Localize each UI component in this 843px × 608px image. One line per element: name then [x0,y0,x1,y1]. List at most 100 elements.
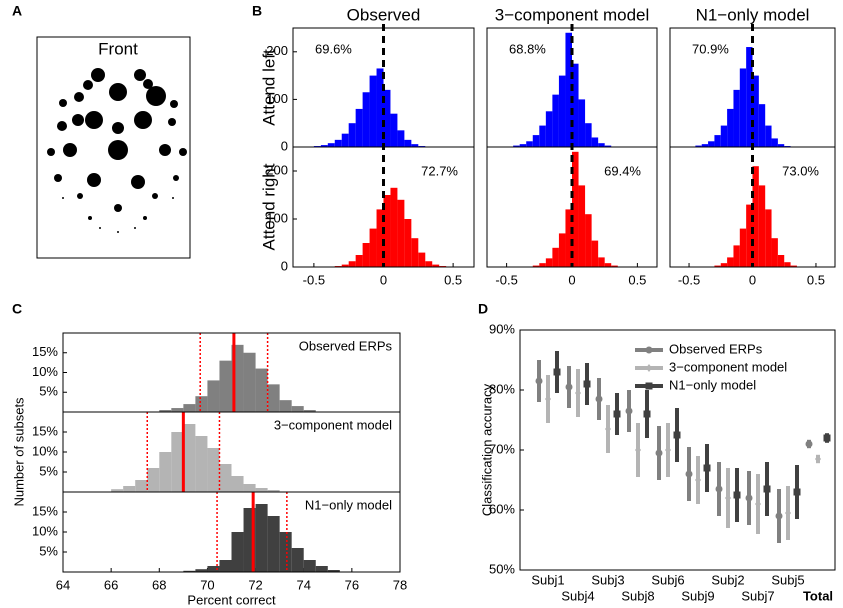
y-axis-label: Classification accuracy [479,383,494,516]
y-tick-label: 200 [266,43,288,58]
bar [171,432,184,492]
bar [539,125,546,147]
x-tick-label: Subj1 [531,572,564,587]
panel-label: B [252,3,262,19]
y-tick-label: 5% [39,543,58,558]
bar [397,199,405,267]
bar [565,32,572,148]
bar [604,145,612,147]
chart-title: N1−only model [696,5,810,24]
electrode [112,122,124,134]
bar [585,123,592,147]
bar [532,135,540,147]
x-tick-label: Subj7 [741,588,774,603]
marker [685,470,693,478]
x-tick-label: Subj6 [651,572,684,587]
bar [714,265,721,267]
marker [785,509,791,517]
bar [752,75,759,147]
bar [327,570,340,572]
bar [558,75,566,147]
bar [411,238,419,267]
bar [369,75,377,147]
bar [727,257,734,267]
bar [598,143,605,147]
x-tick-label: 0.5 [628,272,646,287]
x-tick-label: 0.5 [444,272,462,287]
marker [605,425,611,433]
annotation: 3−component model [274,417,392,432]
bar [708,141,715,147]
bar [327,143,335,147]
bar [526,141,533,147]
marker [745,494,753,502]
marker [715,485,723,493]
bar [565,209,572,267]
electrode [117,231,119,233]
electrode [91,68,105,82]
bar [255,504,268,572]
bar [147,468,160,492]
axes-frame [486,146,658,268]
y-tick-label: 0 [281,138,288,153]
y-tick-label: 5% [39,463,58,478]
bar [585,214,592,267]
legend-label: N1−only model [669,377,756,392]
bar [404,139,412,147]
electrode-map: Front [36,36,191,259]
bar [207,566,220,572]
marker [815,455,821,463]
y-tick-label: 200 [266,162,288,177]
electrode [143,79,153,89]
bar [765,125,772,147]
marker [575,389,581,397]
bar [425,261,433,267]
bar [279,400,292,412]
electrode [146,86,166,106]
bar [267,384,280,412]
bar [195,569,208,572]
bar [341,264,349,267]
bar [752,166,759,267]
panel-label: A [12,3,22,19]
x-tick-label: Subj8 [621,588,654,603]
legend-label: 3−component model [669,359,787,374]
chart-title: Observed [347,5,421,24]
legend-marker [645,382,653,390]
map-title: Front [98,39,138,58]
marker [703,464,711,472]
y-tick-label: 15% [32,344,58,359]
bar [411,144,419,147]
bar [591,240,599,267]
bar [746,204,753,267]
annotation: N1−only model [305,497,392,512]
marker [823,434,831,442]
marker [673,431,681,439]
marker [635,446,641,454]
electrode [159,144,171,156]
marker [583,380,591,388]
legend-label: Observed ERPs [669,341,763,356]
bar [267,490,280,492]
electrode [134,111,152,129]
bar [771,138,778,147]
electrode [109,83,127,101]
y-tick-label: 10% [32,523,58,538]
legend-marker [646,364,652,372]
bar [390,187,398,267]
bar [195,396,208,412]
electrode [99,227,101,229]
bar [532,265,540,267]
chart-title: 3−component model [495,5,650,24]
y-tick-label: 15% [32,503,58,518]
annotation: 73.0% [782,163,819,178]
electrode [173,175,179,181]
bar [390,113,398,147]
bar [355,108,363,147]
x-tick-label: 76 [345,577,359,592]
marker [553,368,561,376]
marker [595,395,603,403]
bar [720,125,728,147]
bar [739,228,747,267]
bar [303,560,316,572]
